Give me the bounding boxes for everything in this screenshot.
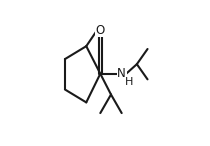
Text: N: N <box>117 67 126 80</box>
Text: O: O <box>96 24 105 37</box>
Text: H: H <box>125 77 133 87</box>
